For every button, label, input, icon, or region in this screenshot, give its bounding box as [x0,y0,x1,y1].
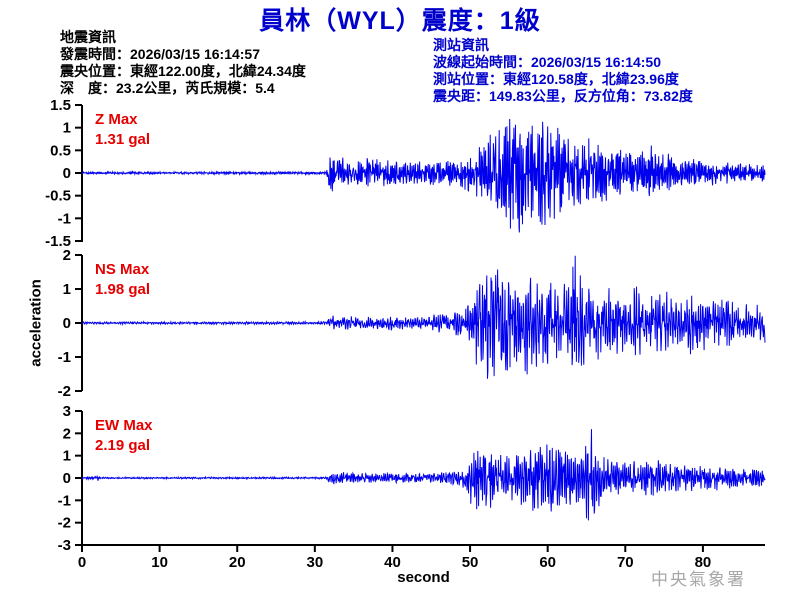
x-tick-label: 40 [384,554,401,571]
y-tick-label-Z: 0.5 [50,142,71,159]
channel-max-label-EW: EW Max [95,417,153,434]
y-tick-label-Z: 1.5 [50,97,71,114]
x-axis-title: second [397,569,450,586]
y-tick-label-Z: 1 [63,120,71,137]
x-tick-label: 0 [78,554,86,571]
y-tick-label-EW: 1 [63,448,71,465]
channel-max-label-NS: NS Max [95,261,150,278]
x-tick-label: 60 [539,554,556,571]
x-tick-label: 80 [695,554,712,571]
origin-time-line: 發震時間：2026/03/15 16:14:57 [60,46,260,62]
channel-max-value-EW: 2.19 gal [95,437,150,454]
y-tick-label-EW: -2 [58,515,71,532]
y-tick-label-NS: -1 [58,349,71,366]
channel-max-value-NS: 1.98 gal [95,281,150,298]
station-info-block: 測站資訊 波線起始時間：2026/03/15 16:14:50 測站位置：東經1… [433,37,693,105]
y-tick-label-Z: -1.5 [45,233,71,250]
epicenter-location-line: 震央位置：東經122.00度，北緯24.34度 [60,63,306,79]
earthquake-info-block: 地震資訊 發震時間：2026/03/15 16:14:57 震央位置：東經122… [60,29,306,97]
channel-max-label-Z: Z Max [95,111,138,128]
station-info-heading: 測站資訊 [433,37,489,53]
waveform-Z [81,118,766,233]
y-tick-label-Z: 0 [63,165,71,182]
epicentral-distance-line: 震央距：149.83公里，反方位角：73.82度 [433,88,693,104]
y-tick-label-Z: -0.5 [45,188,71,205]
y-tick-label-EW: 0 [63,470,71,487]
y-tick-label-NS: 2 [63,247,71,264]
y-tick-label-EW: 2 [63,425,71,442]
page-title: 員林（WYL）震度：1級 [259,7,541,35]
y-tick-label-Z: -1 [58,210,71,227]
y-tick-label-NS: 0 [63,315,71,332]
earthquake-info-heading: 地震資訊 [60,29,116,45]
y-tick-label-EW: -3 [58,537,71,554]
y-tick-label-NS: -2 [58,383,71,400]
y-axis-title: acceleration [27,279,45,367]
depth-magnitude-line: 深 度：23.2公里，芮氏規模：5.4 [60,80,275,96]
waveform-NS [81,255,766,379]
x-tick-label: 20 [229,554,246,571]
x-tick-label: 10 [151,554,168,571]
x-tick-label: 50 [462,554,479,571]
y-tick-label-EW: 3 [63,403,71,420]
x-tick-label: 70 [617,554,634,571]
wave-start-time-line: 波線起始時間：2026/03/15 16:14:50 [433,54,661,70]
waveform-EW [81,429,766,521]
channel-max-value-Z: 1.31 gal [95,131,150,148]
station-location-line: 測站位置：東經120.58度，北緯23.96度 [433,71,679,87]
y-tick-label-EW: -1 [58,492,71,509]
x-tick-label: 30 [306,554,323,571]
y-tick-label-NS: 1 [63,281,71,298]
agency-watermark: 中央氣象署 [651,570,746,589]
